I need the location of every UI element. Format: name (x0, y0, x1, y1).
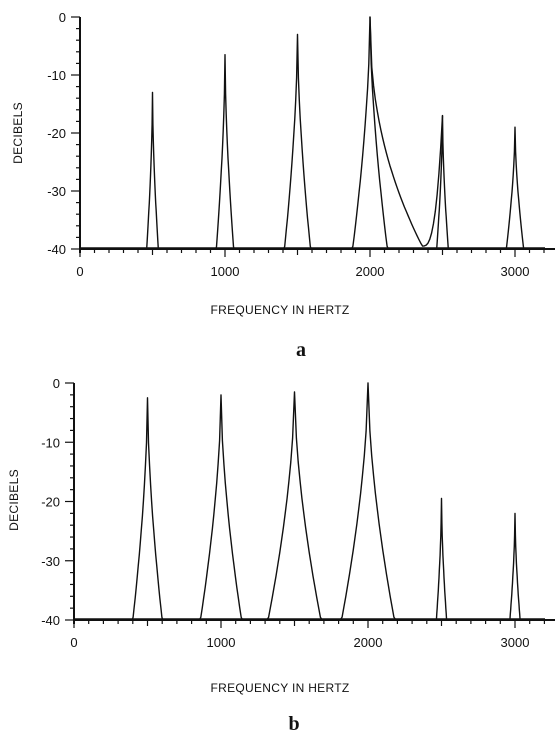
x-tick-label: 3000 (501, 635, 530, 650)
spectral-peak (192, 394, 250, 621)
y-tick-label: -20 (41, 495, 60, 510)
panel-label: b (288, 713, 299, 735)
x-axis-title: FREQUENCY IN HERTZ (211, 681, 350, 695)
spectral-peak (126, 397, 169, 621)
spectral-trough (369, 16, 444, 247)
y-axis-title: DECIBELS (11, 102, 25, 164)
chart-panel-b: 0 -10 -20 -30 -40 0 1000 2000 3000 DECIBELS FREQUE… (7, 376, 555, 735)
y-axis-title: DECIBELS (7, 469, 21, 531)
y-tick-label: -40 (41, 613, 60, 628)
spectral-peak (144, 91, 161, 250)
x-tick-label: 1000 (211, 264, 240, 279)
x-tick-label: 2000 (356, 264, 385, 279)
spectral-peak (257, 391, 332, 621)
y-tick-label: -40 (47, 242, 66, 257)
x-tick-label: 0 (76, 264, 83, 279)
panel-label: a (296, 339, 306, 361)
spectral-peak (331, 382, 405, 621)
x-tick-label: 2000 (354, 635, 383, 650)
spectral-peak (434, 114, 451, 250)
y-tick-label: -30 (41, 554, 60, 569)
y-tick-label: 0 (59, 10, 66, 25)
y-tick-label: -10 (47, 68, 66, 83)
y-tick-label: -10 (41, 435, 60, 450)
y-tick-label: -20 (47, 126, 66, 141)
chart-panel-a: 0 -10 -20 -30 -40 0 1000 2000 3000 DECIBELS FREQUE… (11, 10, 555, 361)
x-tick-label: 3000 (501, 264, 530, 279)
spectral-peak (502, 126, 528, 250)
spectral-peak (212, 54, 238, 250)
y-tick-label: 0 (53, 376, 60, 391)
spectral-peak (345, 16, 395, 250)
spectral-peak (507, 512, 523, 621)
x-tick-label: 0 (70, 635, 77, 650)
spectral-peak (279, 33, 316, 250)
x-axis-title: FREQUENCY IN HERTZ (211, 303, 350, 317)
y-tick-label: -30 (47, 184, 66, 199)
spectral-peak (434, 497, 449, 621)
x-tick-label: 1000 (207, 635, 236, 650)
